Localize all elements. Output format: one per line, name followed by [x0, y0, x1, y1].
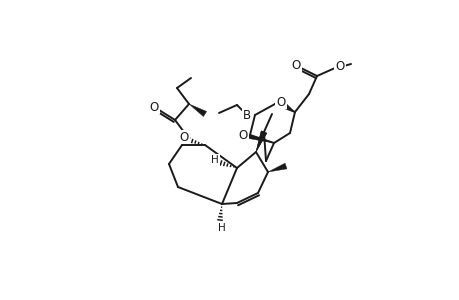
- Text: B: B: [242, 109, 251, 122]
- Text: H: H: [211, 155, 218, 165]
- Polygon shape: [242, 133, 274, 143]
- Text: H: H: [218, 223, 225, 233]
- Text: O: O: [149, 100, 158, 113]
- Polygon shape: [279, 100, 294, 112]
- Polygon shape: [268, 163, 286, 172]
- Polygon shape: [189, 104, 206, 116]
- Text: O: O: [179, 130, 188, 143]
- Text: O: O: [238, 128, 247, 142]
- Text: O: O: [276, 95, 285, 109]
- Text: O: O: [291, 58, 300, 71]
- Polygon shape: [256, 131, 266, 152]
- Text: O: O: [335, 59, 344, 73]
- Polygon shape: [256, 131, 266, 152]
